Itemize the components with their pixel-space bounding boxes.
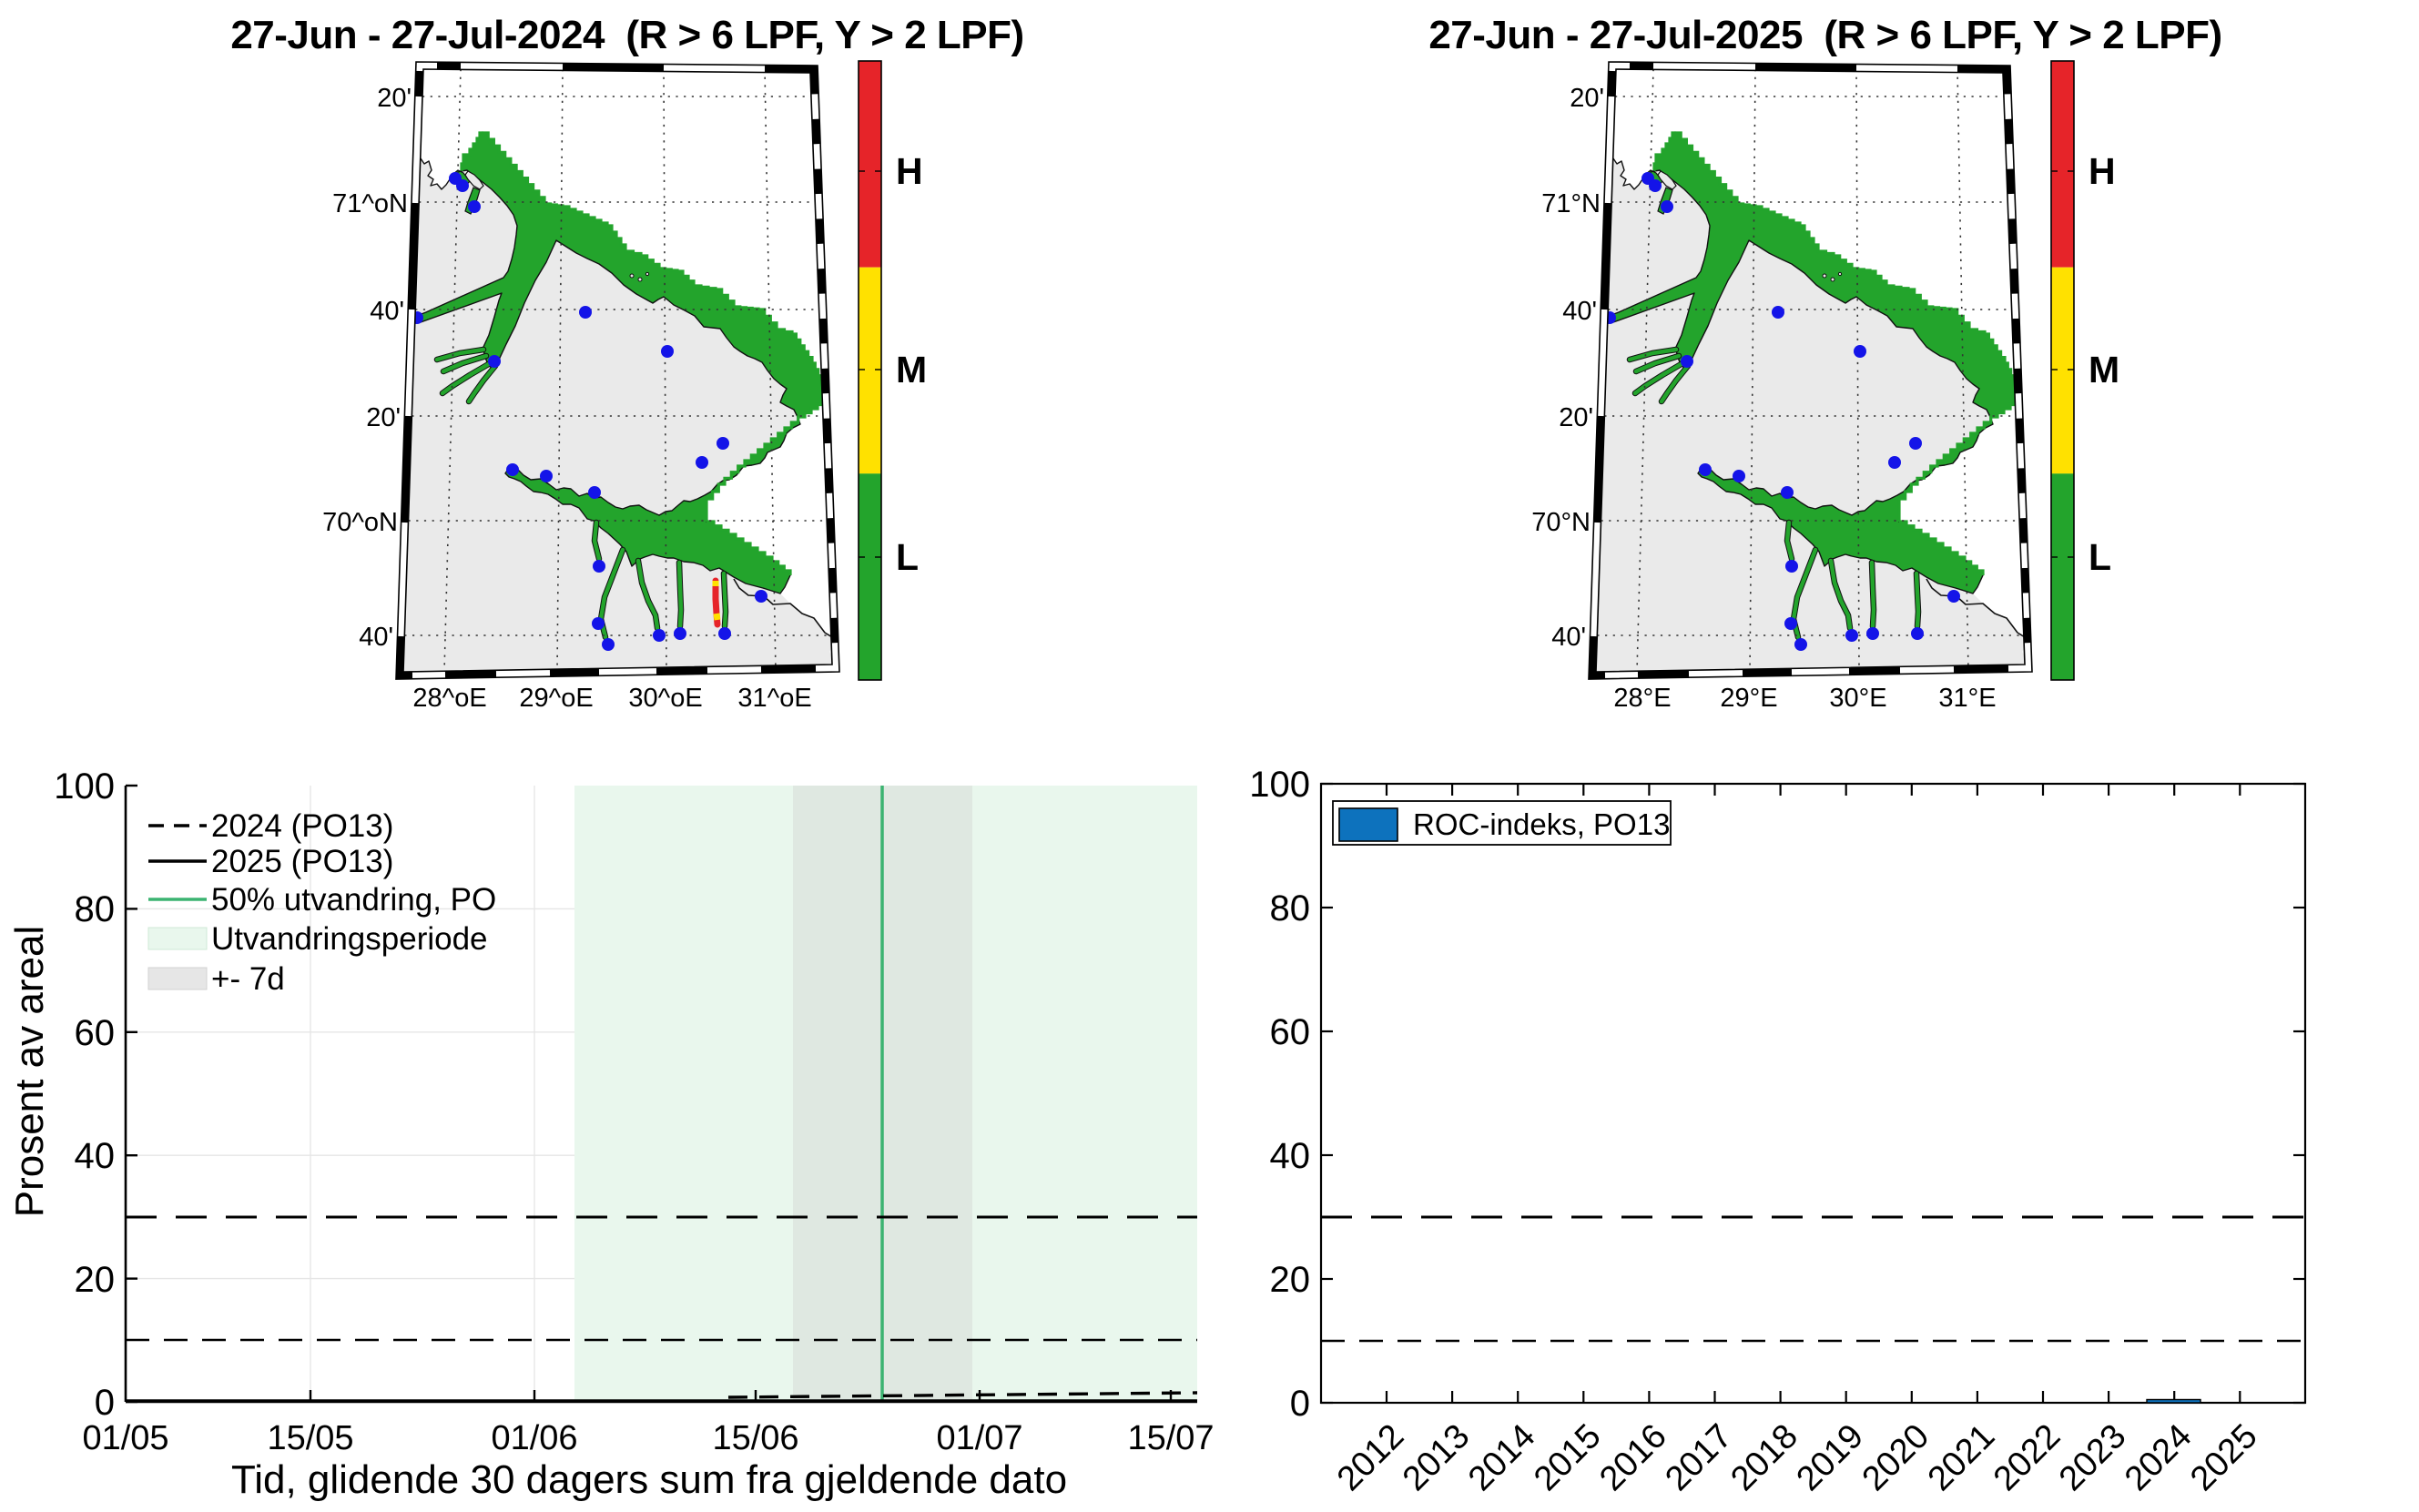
svg-text:30^oE: 30^oE — [628, 684, 702, 713]
svg-text:20': 20' — [1570, 84, 1604, 113]
svg-text:20': 20' — [366, 403, 401, 432]
svg-text:40': 40' — [1551, 623, 1586, 652]
svg-text:0: 0 — [1290, 1384, 1310, 1424]
svg-text:20': 20' — [1559, 403, 1593, 432]
svg-text:M: M — [896, 349, 927, 391]
svg-text:28^oE: 28^oE — [412, 684, 486, 713]
svg-text:40: 40 — [75, 1136, 116, 1176]
svg-text:01/07: 01/07 — [936, 1419, 1022, 1457]
svg-text:15/06: 15/06 — [712, 1419, 798, 1457]
svg-text:20: 20 — [1270, 1260, 1311, 1300]
svg-text:27-Jun - 27-Jul-2025 (R > 6 L: 27-Jun - 27-Jul-2025 (R > 6 LPF, Y > 2 L… — [1428, 13, 2221, 57]
svg-text:15/05: 15/05 — [267, 1419, 353, 1457]
svg-text:29^oE: 29^oE — [519, 684, 593, 713]
svg-text:2024 (PO13): 2024 (PO13) — [211, 808, 393, 844]
svg-text:20': 20' — [377, 84, 412, 113]
svg-text:29°E: 29°E — [1720, 684, 1777, 713]
svg-text:L: L — [2089, 536, 2111, 578]
svg-text:L: L — [896, 536, 919, 578]
svg-text:40': 40' — [359, 623, 393, 652]
svg-text:60: 60 — [75, 1013, 116, 1053]
svg-text:M: M — [2089, 349, 2119, 391]
svg-text:70^oN: 70^oN — [322, 508, 398, 537]
svg-text:71°N: 71°N — [1541, 189, 1601, 218]
svg-text:40': 40' — [1562, 297, 1597, 326]
svg-text:27-Jun - 27-Jul-2024 (R > 6 L: 27-Jun - 27-Jul-2024 (R > 6 LPF, Y > 2 L… — [230, 13, 1023, 57]
svg-text:15/07: 15/07 — [1127, 1419, 1214, 1457]
svg-text:H: H — [896, 150, 923, 192]
svg-text:40': 40' — [370, 297, 404, 326]
svg-text:80: 80 — [1270, 888, 1311, 929]
svg-text:100: 100 — [1249, 765, 1310, 805]
svg-text:H: H — [2089, 150, 2116, 192]
svg-text:50% utvandring, PO: 50% utvandring, PO — [211, 882, 496, 918]
svg-text:Tid, glidende 30 dagers sum fr: Tid, glidende 30 dagers sum fra gjeldend… — [231, 1457, 1067, 1502]
svg-text:28°E: 28°E — [1613, 684, 1671, 713]
svg-text:01/05: 01/05 — [82, 1419, 168, 1457]
svg-text:31^oE: 31^oE — [737, 684, 811, 713]
svg-text:100: 100 — [54, 766, 115, 807]
svg-text:40: 40 — [1270, 1136, 1311, 1176]
svg-text:60: 60 — [1270, 1012, 1311, 1052]
svg-text:31°E: 31°E — [1938, 684, 1996, 713]
svg-text:71^oN: 71^oN — [332, 189, 408, 218]
svg-text:Utvandringsperiode: Utvandringsperiode — [211, 921, 488, 957]
svg-text:80: 80 — [75, 889, 116, 929]
svg-text:01/06: 01/06 — [491, 1419, 577, 1457]
svg-text:70°N: 70°N — [1531, 508, 1591, 537]
svg-text:2025 (PO13): 2025 (PO13) — [211, 844, 393, 879]
svg-text:+- 7d: +- 7d — [211, 961, 285, 997]
svg-text:30°E: 30°E — [1829, 684, 1886, 713]
svg-text:ROC-indeks, PO13: ROC-indeks, PO13 — [1413, 807, 1670, 841]
svg-text:Prosent av areal: Prosent av areal — [7, 926, 52, 1217]
svg-text:0: 0 — [95, 1383, 115, 1423]
svg-text:20: 20 — [75, 1260, 116, 1300]
